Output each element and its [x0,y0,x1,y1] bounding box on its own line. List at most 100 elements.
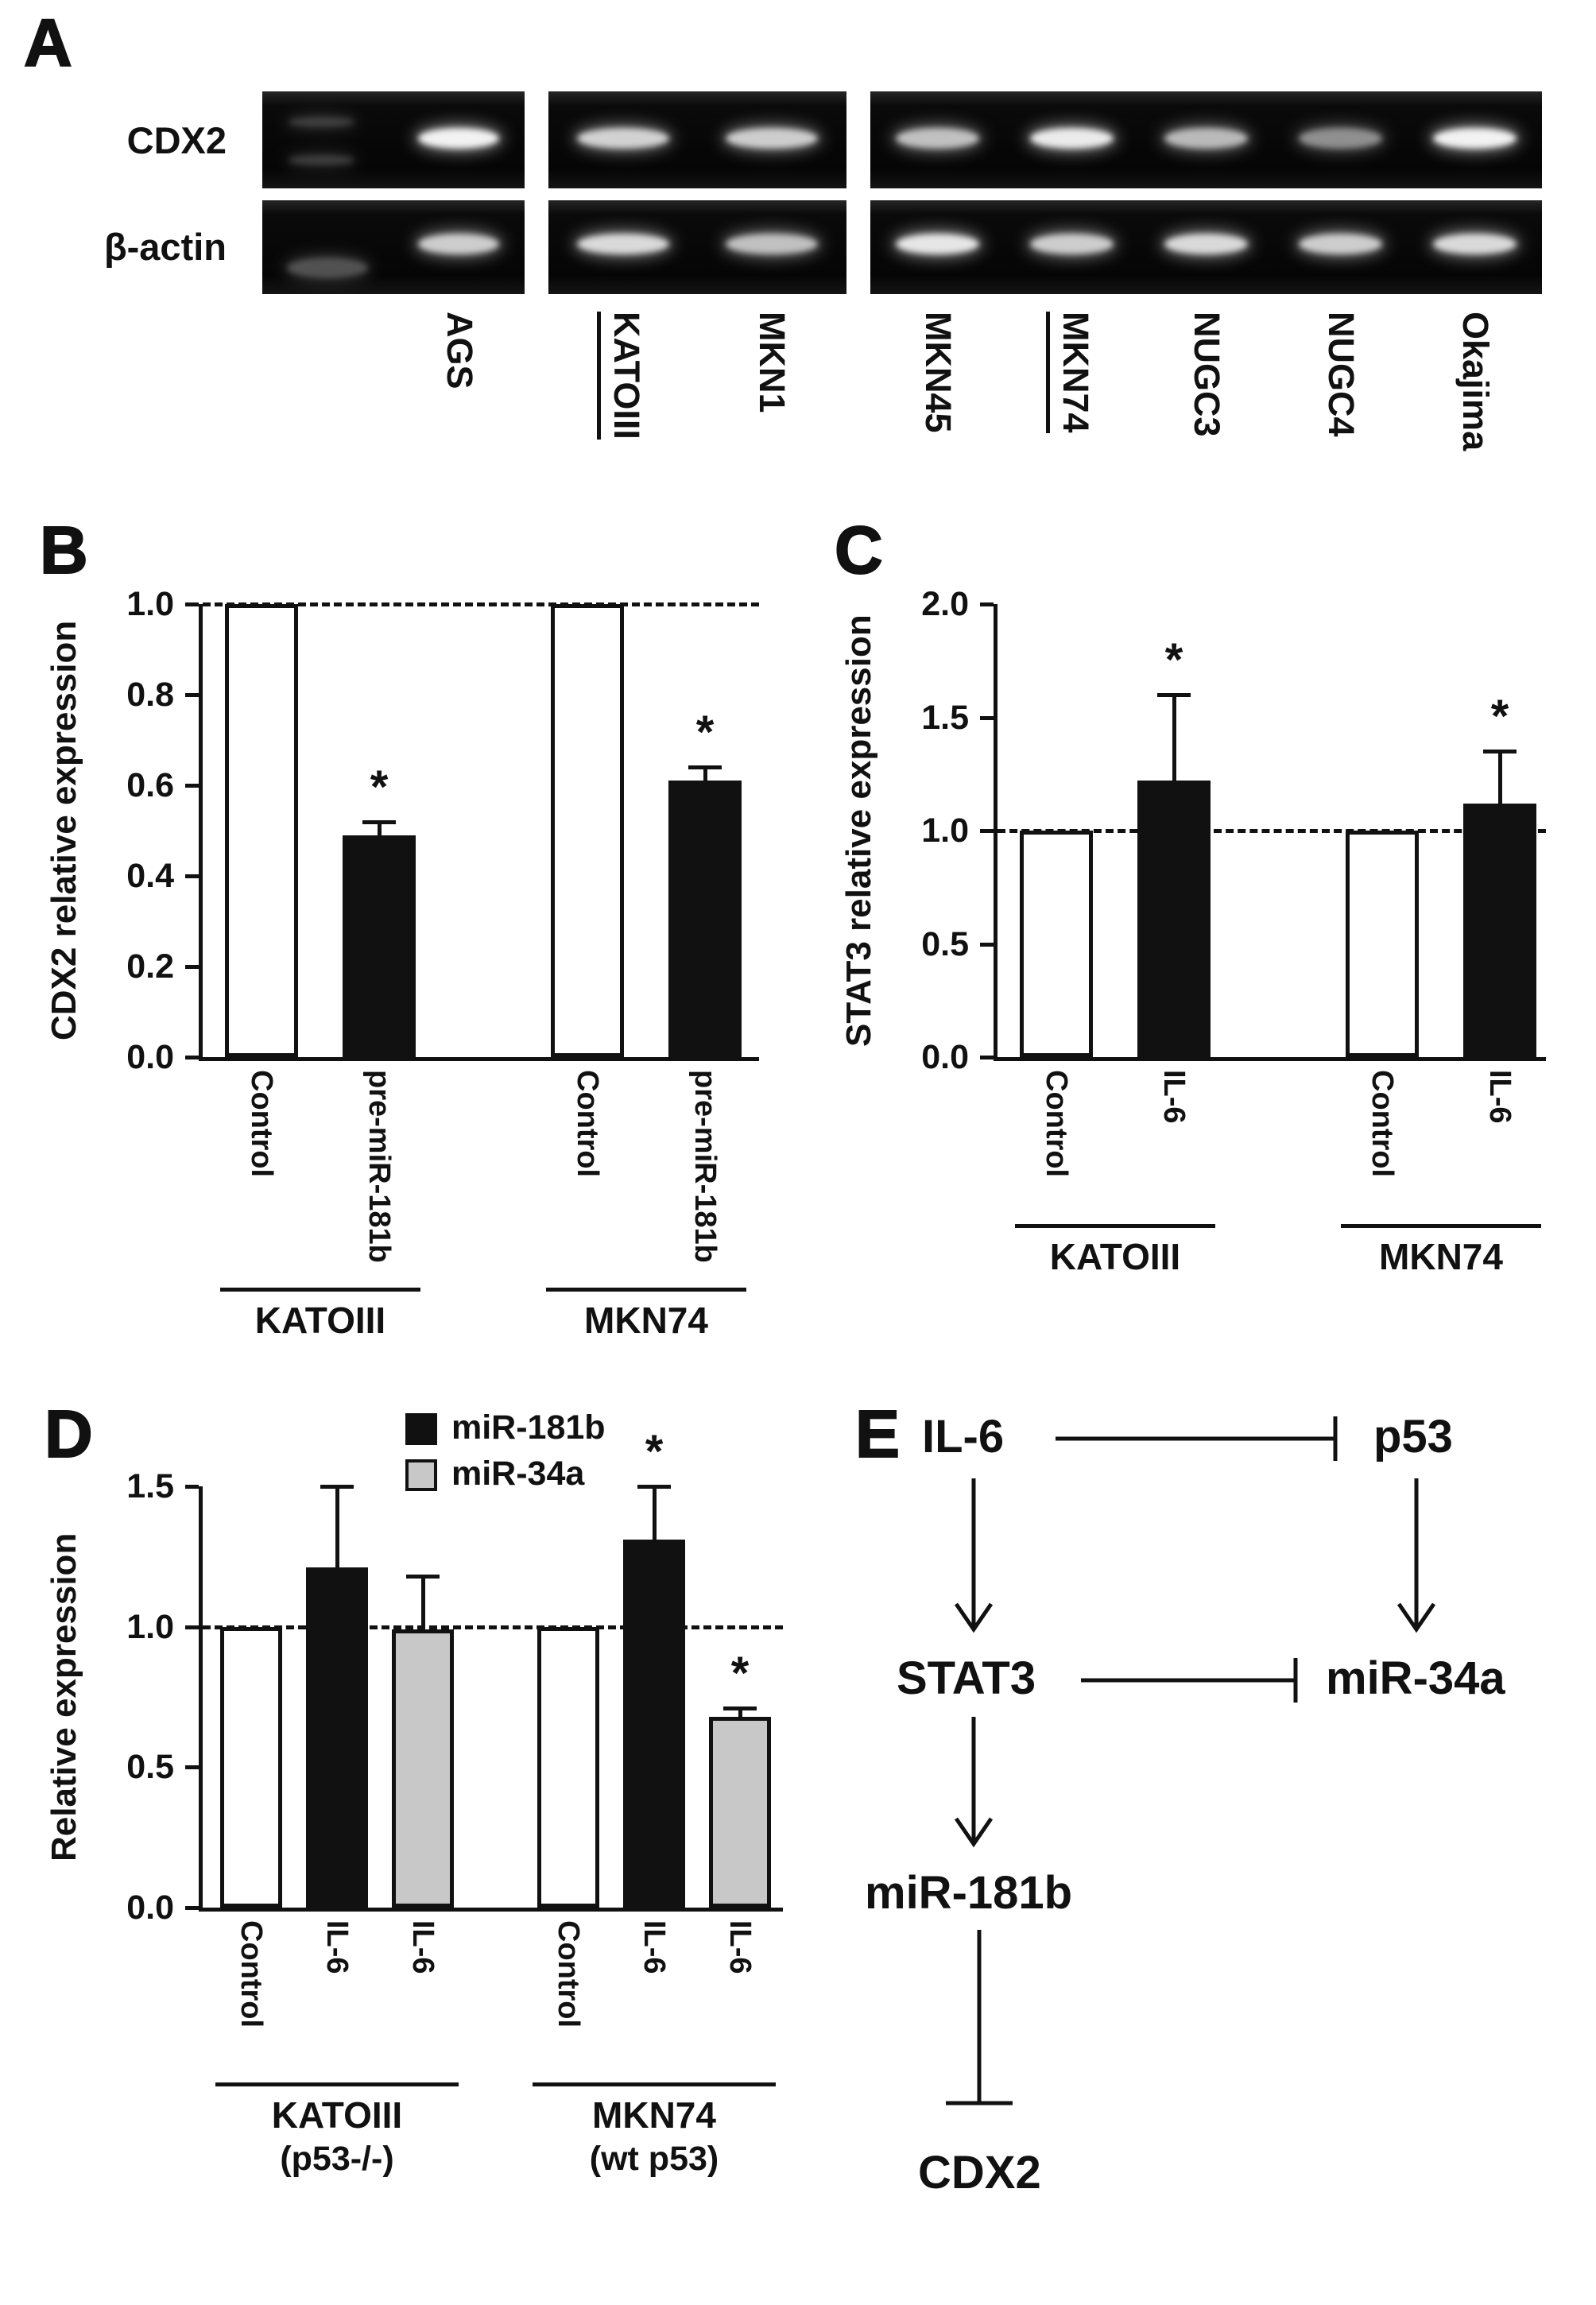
legend-label-miR-34a: miR-34a [451,1455,585,1493]
error-bar-stem [1172,695,1176,781]
error-bar-cap [637,1485,671,1489]
bactin-band-MKN1 [726,234,818,254]
significance-star: * [730,1648,750,1699]
error-bar-stem [335,1486,339,1567]
error-bar-cap [723,1706,757,1710]
significance-star: * [645,1426,664,1478]
x-axis-line [199,1908,783,1912]
group-sublabel-MKN74: (wt p53) [589,2140,719,2178]
y-tick-label: 0.8 [126,676,174,714]
edge-mir181b-inhibits-cdx2 [946,1930,1013,2105]
lane-label-NUGC3: NUGC3 [1187,312,1227,437]
bactin-band-NUGC3 [1164,234,1248,254]
edge-stat3-inhibits-mir34a [1081,1658,1298,1703]
group-underline [215,2082,459,2086]
y-tick-label: 0.0 [126,1038,174,1076]
panel-d-label: D [44,1397,94,1471]
panel-b-bar-chart: B CDX2 relative expression 0.0 0.2 0.4 0.6 0… [32,513,775,1399]
gel-row-label-beta-actin: β-actin [103,226,227,268]
significance-star: * [1164,634,1183,686]
y-tick-mark [185,1625,199,1629]
significance-star: * [1490,691,1509,742]
group-label-KATOIII: KATOIII [271,2094,403,2136]
error-bar-stem [703,767,707,781]
group-sublabel-KATOIII: (p53-/-) [280,2140,394,2178]
group-label-MKN74: MKN74 [1379,1236,1503,1277]
cdx2-band-MKN74 [1030,128,1114,149]
group-underline [1341,1224,1541,1228]
y-tick-label: 0.4 [126,857,174,895]
bar-KATOIII-IL-6 [392,1629,454,1908]
bar-KATOIII-Control [225,604,298,1057]
y-tick-label: 1.5 [126,1467,174,1505]
bactin-band-Okajima [1433,234,1517,254]
y-tick-mark [980,943,994,947]
y-tick-label: 0.5 [921,925,969,963]
error-bar-stem [378,822,382,835]
error-bar-stem [738,1708,742,1717]
x-tick-label-pre-miR-181b: pre-miR-181b [688,1070,722,1263]
significance-star: * [370,761,389,813]
x-tick-label-Control: Control [1040,1070,1073,1178]
bactin-band-NUGC4 [1299,234,1382,254]
marker-band [289,155,354,165]
legend-label-miR-181b: miR-181b [451,1408,606,1447]
node-mir34a: miR-34a [1326,1652,1505,1704]
bactin-band-MKN74 [1030,234,1114,254]
group-underline [220,1288,420,1292]
error-bar-stem [1498,751,1502,804]
error-bar-cap [688,765,722,769]
y-axis-line [199,1486,203,1912]
lane-label-KATOIII: KATOIII [597,312,647,440]
group-label-MKN74: MKN74 [592,2094,716,2136]
x-tick-label-IL-6: IL-6 [1157,1070,1191,1124]
y-tick-label: 1.5 [921,699,969,737]
bar-MKN74-IL-6 [1463,804,1536,1057]
x-tick-label-Control: Control [552,1920,585,2028]
bactin-band-MKN45 [896,234,979,254]
reference-dashed-line [203,1625,783,1629]
reference-dashed-line [998,829,1546,833]
y-tick-label: 1.0 [126,1608,174,1646]
node-cdx2: CDX2 [918,2147,1041,2198]
y-tick-mark [185,602,199,606]
lane-label-AGS: AGS [440,312,480,389]
bactin-band-marker [287,258,368,278]
group-underline [533,2082,776,2086]
x-tick-label-IL-6: IL-6 [406,1920,440,1974]
y-tick-label: 2.0 [921,585,969,623]
bar-KATOIII-IL-6 [1137,781,1211,1057]
lane-label-MKN74: MKN74 [1046,312,1096,433]
y-tick-label: 0.0 [126,1889,174,1927]
x-tick-label-IL-6: IL-6 [723,1920,757,1974]
bar-MKN74-IL-6 [709,1717,771,1908]
edge-il6-inhibits-p53 [1056,1416,1338,1461]
y-tick-label: 0.0 [921,1038,969,1076]
bactin-band-AGS [418,234,499,254]
bar-MKN74-Control [551,604,624,1057]
y-tick-mark [980,1056,994,1060]
panel-a-label: A [23,6,73,80]
y-tick-mark [980,829,994,833]
lane-label-Okajima: Okajima [1455,312,1496,451]
node-il6: IL-6 [922,1411,1005,1462]
group-label-KATOIII: KATOIII [254,1300,386,1341]
x-tick-label-Control: Control [571,1070,604,1178]
cdx2-band-NUGC3 [1164,128,1248,149]
bactin-band-KATOIII [577,234,669,254]
y-tick-mark [980,716,994,720]
marker-band [289,117,354,127]
lane-label-NUGC4: NUGC4 [1321,312,1362,437]
error-bar-stem [653,1486,657,1540]
panel-b-y-axis-title: CDX2 relative expression [45,620,83,1041]
error-bar-cap [1157,693,1191,697]
node-p53: p53 [1373,1411,1453,1462]
cdx2-band-NUGC4 [1299,128,1382,149]
panel-e-label: E [854,1397,901,1471]
panel-c-label: C [834,513,884,587]
x-tick-label-IL-6: IL-6 [637,1920,671,1974]
pathway-edges [946,1416,1436,2105]
panel-b-label: B [39,513,89,587]
y-axis-line [994,604,998,1061]
